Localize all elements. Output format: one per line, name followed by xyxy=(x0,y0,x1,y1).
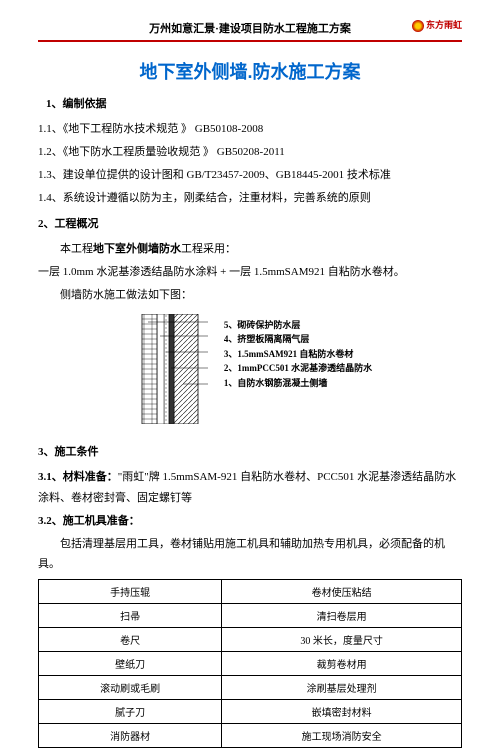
logo-text: 东方雨虹 xyxy=(426,20,462,30)
s1-item2: 1.2、《地下防水工程质量验收规范 》 GB50208-2011 xyxy=(38,142,462,163)
logo-icon xyxy=(412,20,424,32)
table-cell: 裁剪卷材用 xyxy=(222,652,462,676)
section-1-heading: 1、编制依据 xyxy=(38,94,462,115)
s3-sub2-text: 包括清理基层用工具，卷材铺贴用施工机具和辅助加热专用机具，必须配备的机具。 xyxy=(38,534,462,576)
brand-logo: 东方雨虹 xyxy=(412,18,462,32)
table-cell: 清扫卷层用 xyxy=(222,604,462,628)
s3-sub2-label: 3.2、施工机具准备： xyxy=(38,511,462,532)
s3-sub1: 3.1、材料准备："雨虹"牌 1.5mmSAM-921 自粘防水卷材、PCC50… xyxy=(38,467,462,509)
section-3-heading: 3、施工条件 xyxy=(38,442,462,463)
table-row: 腻子刀嵌填密封材料 xyxy=(39,700,462,724)
table-cell: 30 米长，度量尺寸 xyxy=(222,628,462,652)
legend-5: 5、砌砖保护防水层 xyxy=(224,318,372,332)
table-row: 卷尺30 米长，度量尺寸 xyxy=(39,628,462,652)
table-row: 扫帚清扫卷层用 xyxy=(39,604,462,628)
main-title: 地下室外侧墙.防水施工方案 xyxy=(38,58,462,84)
page-header: 万州如意汇景·建设项目防水工程施工方案 东方雨虹 xyxy=(38,20,462,42)
table-cell: 扫帚 xyxy=(39,604,222,628)
table-cell: 卷尺 xyxy=(39,628,222,652)
table-cell: 消防器材 xyxy=(39,724,222,748)
table-cell: 壁纸刀 xyxy=(39,652,222,676)
s1-item3: 1.3、建设单位提供的设计图和 GB/T23457-2009、GB18445-2… xyxy=(38,165,462,186)
table-cell: 嵌填密封材料 xyxy=(222,700,462,724)
section-2-heading: 2、工程概况 xyxy=(38,214,462,235)
table-cell: 滚动刷或毛刷 xyxy=(39,676,222,700)
table-row: 消防器材施工现场消防安全 xyxy=(39,724,462,748)
s1-item4: 1.4、系统设计遵循以防为主，刚柔结合，注重材料，完善系统的原则 xyxy=(38,188,462,209)
table-row: 滚动刷或毛刷涂刷基层处理剂 xyxy=(39,676,462,700)
legend-3: 3、1.5mmSAM921 自粘防水卷材 xyxy=(224,347,372,361)
legend-1: 1、自防水钢筋混凝土侧墙 xyxy=(224,376,372,390)
s1-item1: 1.1、《地下工程防水技术规范 》 GB50108-2008 xyxy=(38,119,462,140)
legend-4: 4、挤塑板隔离隔气层 xyxy=(224,332,372,346)
table-cell: 卷材使压粘结 xyxy=(222,580,462,604)
legend-2: 2、1mmPCC501 水泥基渗透结晶防水 xyxy=(224,361,372,375)
table-cell: 手持压辊 xyxy=(39,580,222,604)
wall-diagram xyxy=(128,314,218,424)
figure-area: 5、砌砖保护防水层 4、挤塑板隔离隔气层 3、1.5mmSAM921 自粘防水卷… xyxy=(38,314,462,424)
s2-line2: 一层 1.0mm 水泥基渗透结晶防水涂料 + 一层 1.5mmSAM921 自粘… xyxy=(38,262,462,283)
tools-table: 手持压辊卷材使压粘结扫帚清扫卷层用卷尺30 米长，度量尺寸壁纸刀裁剪卷材用滚动刷… xyxy=(38,579,462,748)
s2-line1: 本工程地下室外侧墙防水工程采用： xyxy=(38,239,462,260)
s2-line3: 侧墙防水施工做法如下图： xyxy=(38,285,462,306)
table-row: 手持压辊卷材使压粘结 xyxy=(39,580,462,604)
table-cell: 施工现场消防安全 xyxy=(222,724,462,748)
table-row: 壁纸刀裁剪卷材用 xyxy=(39,652,462,676)
figure-legend: 5、砌砖保护防水层 4、挤塑板隔离隔气层 3、1.5mmSAM921 自粘防水卷… xyxy=(224,314,372,390)
table-cell: 涂刷基层处理剂 xyxy=(222,676,462,700)
header-title: 万州如意汇景·建设项目防水工程施工方案 xyxy=(149,23,351,35)
table-cell: 腻子刀 xyxy=(39,700,222,724)
